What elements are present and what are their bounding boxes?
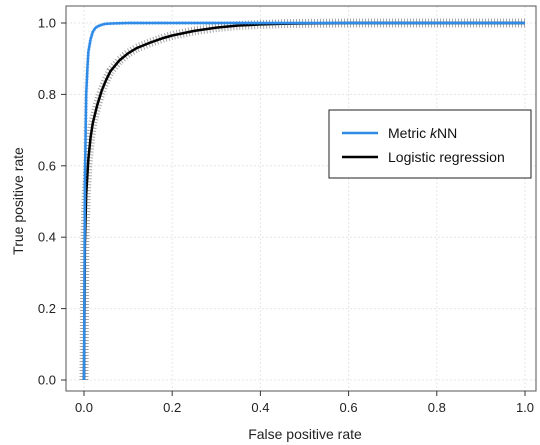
legend: Metric kNN Logistic regression bbox=[328, 109, 532, 179]
legend-label-metric-knn: Metric kNN bbox=[388, 125, 457, 141]
y-tick-label: 0.2 bbox=[38, 301, 56, 316]
legend-box bbox=[328, 109, 532, 179]
x-tick-label: 0.6 bbox=[340, 400, 358, 415]
x-axis-label: False positive rate bbox=[248, 426, 362, 442]
x-tick-label: 0.4 bbox=[251, 400, 269, 415]
x-tick-label: 0.2 bbox=[163, 400, 181, 415]
y-tick-label: 0.6 bbox=[38, 158, 56, 173]
y-tick-label: 0.8 bbox=[38, 87, 56, 102]
legend-label-logistic-regression: Logistic regression bbox=[388, 149, 505, 165]
series-line-metric-knn bbox=[82, 21, 525, 381]
y-tick-label: 0.0 bbox=[38, 373, 56, 388]
y-tick-label: 1.0 bbox=[38, 16, 56, 31]
x-tick-label: 0.8 bbox=[428, 400, 446, 415]
plot-frame bbox=[65, 5, 537, 392]
x-tick-label: 1.0 bbox=[516, 400, 534, 415]
y-tick-label: 0.4 bbox=[38, 230, 56, 245]
axis-ticks: 0.0 0.2 0.4 0.6 0.8 1.0 0.0 0.2 0.4 0.6 0.8 1.0 bbox=[38, 16, 534, 416]
x-tick-label: 0.0 bbox=[75, 400, 93, 415]
y-axis-label: True positive rate bbox=[10, 147, 26, 255]
series-layer bbox=[79, 18, 525, 381]
